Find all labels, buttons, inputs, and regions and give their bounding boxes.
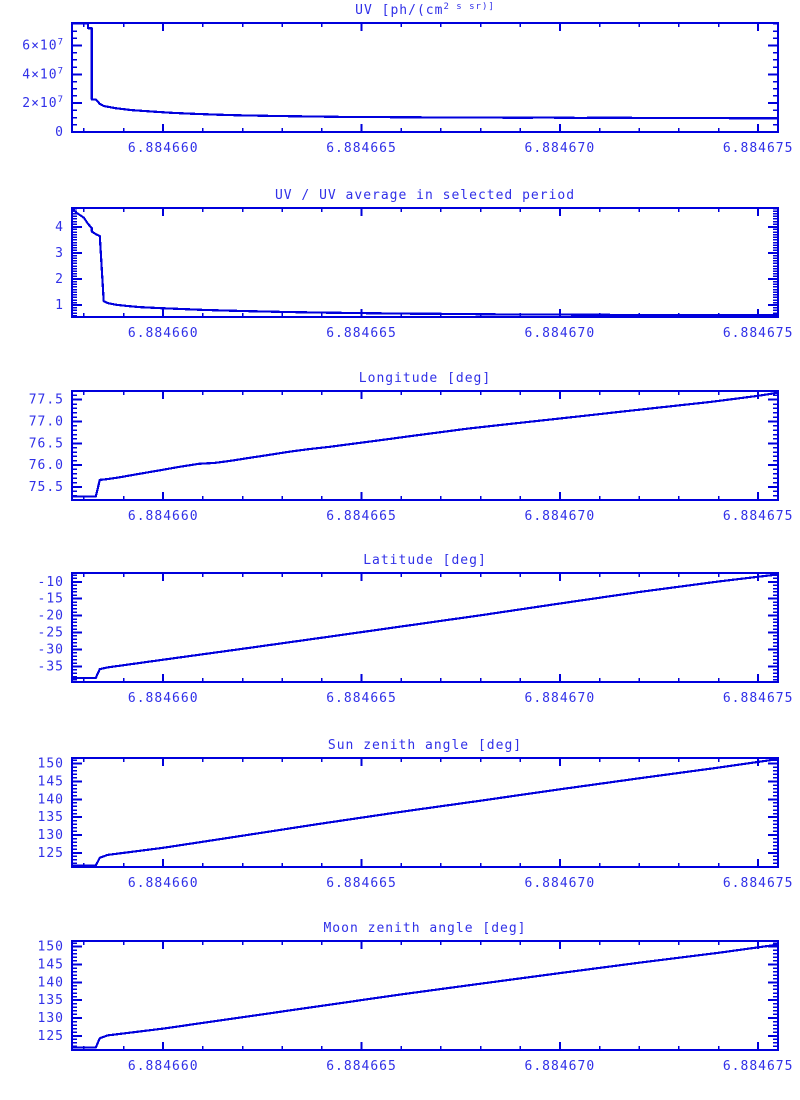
x-tick-label: 6.884660 <box>128 1059 199 1074</box>
series-line-uv-ratio <box>71 207 778 317</box>
x-tick-label: 6.884665 <box>326 691 397 706</box>
y-tick-label: -35 <box>38 659 64 674</box>
x-tick-label: 6.884670 <box>525 876 596 891</box>
y-tick-label: -30 <box>38 643 64 658</box>
y-tick-label: 140 <box>38 975 64 990</box>
series-line-latitude <box>72 573 779 680</box>
x-tick-label: 6.884675 <box>723 691 794 706</box>
y-tick-label: 2 <box>55 272 64 287</box>
chart-sun-zenith: 6.884660 6.884665 6.884670 6.884675 125 130 13… <box>38 738 794 891</box>
y-tick-label: -15 <box>38 592 64 607</box>
x-tick-label: 6.884665 <box>326 141 397 156</box>
chart-latitude: 6.884660 6.884665 6.884670 6.884675 -35-30 -2… <box>38 553 794 706</box>
y-tick-label: -20 <box>38 609 64 624</box>
y-tick-label: 135 <box>38 993 64 1008</box>
series-line-moon-zenith <box>72 943 779 1049</box>
x-tick-label: 6.884670 <box>525 141 596 156</box>
series-line-uv <box>72 22 778 120</box>
x-tick-label: 6.884665 <box>326 509 397 524</box>
y-tick-label: 130 <box>38 1011 64 1026</box>
x-tick-label: 6.884675 <box>723 326 794 341</box>
y-tick-label: 145 <box>38 958 64 973</box>
y-tick-label: 130 <box>38 828 64 843</box>
y-tick-label: 140 <box>38 792 64 807</box>
y-tick-label: 4 <box>55 220 64 235</box>
x-tick-label: 6.884660 <box>128 691 199 706</box>
x-tick-label: 6.884670 <box>525 1059 596 1074</box>
y-tick-label: 6×107 <box>22 37 64 53</box>
y-tick-label: 2×107 <box>22 95 64 111</box>
y-tick-label: 145 <box>38 775 64 790</box>
x-tick-label: 6.884665 <box>326 876 397 891</box>
x-tick-label: 6.884660 <box>128 509 199 524</box>
y-tick-label: 3 <box>55 246 64 261</box>
plot-frame <box>71 390 779 501</box>
chart-uv: 6.884660 6.884665 6.884670 6.884675 0 2×107 4×… <box>22 2 794 156</box>
plot-frame <box>71 22 779 133</box>
x-tick-label: 6.884670 <box>525 691 596 706</box>
series-line-sun-zenith <box>72 758 779 867</box>
series-line-longitude <box>72 391 779 498</box>
chart-title: UV / UV average in selected period <box>275 188 575 203</box>
y-tick-label: 0 <box>55 125 64 140</box>
chart-title: UV [ph/(cm2 s sr)] <box>355 2 495 18</box>
y-tick-label: 125 <box>38 846 64 861</box>
y-tick-label: 135 <box>38 810 64 825</box>
y-tick-label: 4×107 <box>22 66 64 82</box>
x-tick-label: 6.884675 <box>723 1059 794 1074</box>
chart-title: Latitude [deg] <box>363 553 487 568</box>
x-tick-label: 6.884665 <box>326 326 397 341</box>
y-tick-label: -25 <box>38 626 64 641</box>
chart-moon-zenith: 6.884660 6.884665 6.884670 6.884675 125 130 13… <box>38 921 794 1074</box>
y-tick-label: 76.0 <box>29 458 64 473</box>
y-tick-label: 77.0 <box>29 415 64 430</box>
x-tick-label: 6.884675 <box>723 876 794 891</box>
plot-frame <box>71 940 779 1051</box>
y-tick-label: 125 <box>38 1029 64 1044</box>
y-tick-label: 1 <box>55 298 64 313</box>
x-tick-label: 6.884675 <box>723 141 794 156</box>
y-tick-label: 77.5 <box>29 393 64 408</box>
y-tick-label: 75.5 <box>29 480 64 495</box>
x-tick-label: 6.884665 <box>326 1059 397 1074</box>
x-tick-label: 6.884670 <box>525 509 596 524</box>
chart-title: Sun zenith angle [deg] <box>328 738 522 753</box>
y-tick-label: 150 <box>38 757 64 772</box>
plot-frame <box>71 757 779 868</box>
x-tick-label: 6.884675 <box>723 509 794 524</box>
x-tick-label: 6.884660 <box>128 141 199 156</box>
x-tick-label: 6.884670 <box>525 326 596 341</box>
x-tick-label: 6.884660 <box>128 876 199 891</box>
plot-frame <box>71 572 779 683</box>
y-tick-label: 150 <box>38 940 64 955</box>
y-tick-label: 76.5 <box>29 436 64 451</box>
chart-longitude: 6.884660 6.884665 6.884670 6.884675 75.5 76.0… <box>29 371 794 524</box>
plot-frame <box>71 207 779 318</box>
chart-uv-ratio: 6.884660 6.884665 6.884670 6.884675 1 2 3 4 UV /… <box>55 188 794 341</box>
y-tick-label: -10 <box>38 575 64 590</box>
chart-title: Moon zenith angle [deg] <box>323 921 526 936</box>
x-tick-label: 6.884660 <box>128 326 199 341</box>
chart-title: Longitude [deg] <box>359 371 491 386</box>
